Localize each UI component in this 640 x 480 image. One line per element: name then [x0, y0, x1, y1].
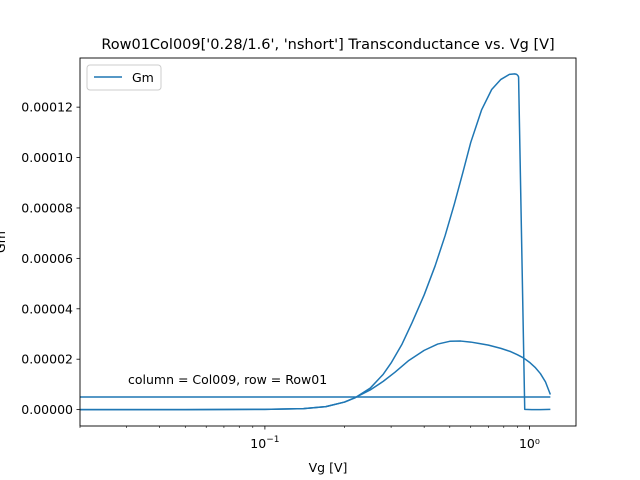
annotation-text: column = Col009, row = Row01 — [128, 372, 327, 387]
x-tick-label: 10⁰ — [519, 436, 540, 451]
y-tick-label: 0.00000 — [21, 402, 73, 417]
y-tick-label: 0.00002 — [21, 352, 73, 367]
plot-area — [80, 73, 552, 411]
series-line-2 — [80, 340, 552, 411]
y-axis-label: Gm — [0, 231, 8, 253]
y-tick-label: 0.00006 — [21, 251, 73, 266]
y-tick-label: 0.00004 — [21, 301, 73, 316]
legend-label-gm: Gm — [132, 70, 154, 85]
x-tick-exponent: −1 — [266, 435, 279, 445]
chart-title: Row01Col009['0.28/1.6', 'nshort'] Transc… — [101, 37, 554, 53]
y-tick-label: 0.00008 — [21, 200, 73, 215]
axes-frame — [79, 57, 577, 427]
x-axis: 10−1 10⁰ — [79, 426, 540, 451]
y-tick-label: 0.00012 — [21, 100, 73, 115]
x-tick-label: 10−1 — [250, 435, 279, 451]
legend-box — [86, 64, 162, 91]
x-tick-base: 10 — [250, 436, 266, 451]
y-axis: 0.00000 0.00002 0.00004 0.00006 0.00008 0.000… — [21, 100, 80, 417]
legend: Gm — [86, 64, 162, 91]
y-tick-label: 0.00010 — [21, 150, 73, 165]
x-axis-label: Vg [V] — [309, 460, 348, 475]
